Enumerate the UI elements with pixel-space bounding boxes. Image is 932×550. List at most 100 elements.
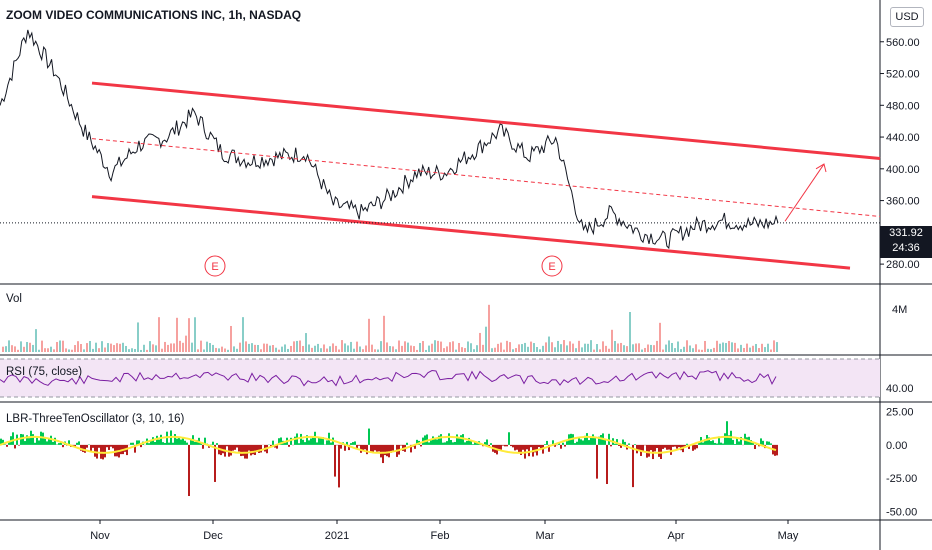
oscillator-bar [172,442,174,445]
oscillator-bar [694,444,696,450]
oscillator-bar [384,444,386,456]
oscillator-bar [284,442,286,445]
oscillator-bar [242,444,244,456]
volume-bar [410,345,412,352]
volume-bar [281,346,283,352]
oscillator-bar [230,444,232,456]
volume-bar [650,344,652,352]
price-tick-label: 480.00 [886,100,920,112]
oscillator-bar [204,437,206,445]
oscillator-bar [414,444,416,449]
oscillator-bar [44,437,46,445]
oscillator-bar [498,444,500,451]
oscillator-bar [456,434,458,445]
volume-bar [506,340,508,352]
volume-bar [92,348,94,352]
oscillator-bar [180,439,182,445]
oscillator-bar [108,444,110,450]
volume-bar [422,341,424,352]
oscillator-bar [182,437,184,445]
oscillator-bar [306,435,308,445]
volume-bar [755,343,757,352]
volume-bar [167,344,169,352]
volume-bar [98,348,100,352]
currency-button[interactable]: USD [890,7,924,27]
oscillator-bar [392,444,394,451]
volume-bar [653,345,655,352]
volume-bar [404,341,406,352]
volume-bar [602,341,604,352]
volume-bar [518,344,520,352]
volume-bar [395,349,397,352]
volume-bar [371,344,373,352]
oscillator-bar [148,443,150,445]
volume-bar [617,343,619,352]
oscillator-bar [46,441,48,445]
volume-bar [692,348,694,352]
volume-bar [185,335,187,352]
volume-bar [158,317,160,352]
volume-bar [527,346,529,352]
oscillator-bar [90,444,92,451]
oscillator-bar [698,441,700,445]
oscillator-bar [362,444,364,452]
volume-bar [38,349,40,352]
oscillator-bar [212,441,214,445]
oscillator-bar [138,440,140,445]
channel-lower-line [91,195,851,270]
volume-bar [497,343,499,352]
volume-bar [176,317,178,352]
volume-bar [704,340,706,352]
volume-bar [221,346,223,352]
volume-bar [431,343,433,352]
volume-bar [419,342,421,352]
rsi-tick-label: 40.00 [886,383,914,395]
oscillator-bar [320,437,322,445]
volume-bar [128,349,130,352]
oscillator-bar [562,442,564,445]
volume-bar [353,348,355,352]
volume-bar [311,347,313,352]
rsi-line [0,369,777,387]
oscillator-bar [60,441,62,445]
oscillator-bar [340,444,342,449]
volume-bar [257,344,259,352]
volume-bar [542,345,544,352]
volume-bar [149,341,151,352]
volume-bar [188,318,190,352]
oscillator-bar [28,438,30,445]
oscillator-bar [726,421,728,445]
oscillator-bar [596,444,598,479]
last-price: 331.92 [889,227,923,239]
oscillator-bar [338,444,340,488]
oscillator-bar [184,440,186,445]
oscillator-bar [32,434,34,445]
volume-bar [740,344,742,352]
volume-bar [485,326,487,352]
volume-bar [761,343,763,352]
oscillator-bar [278,438,280,445]
volume-bar [623,345,625,352]
oscillator-bar [558,443,560,445]
oscillator-bar [374,444,376,451]
oscillator-bar [732,439,734,445]
volume-bar [359,346,361,352]
volume-bar [620,342,622,352]
volume-bar [551,342,553,352]
oscillator-bar [534,444,536,453]
volume-bar [608,348,610,352]
oscillator-bar [728,435,730,445]
oscillator-bar [350,443,352,445]
oscillator-signal-line [0,435,777,454]
oscillator-bar [304,442,306,445]
oscillator-bar [334,444,336,477]
oscillator-bar [580,439,582,445]
oscillator-bar [654,444,656,452]
oscillator-bar [140,444,142,448]
oscillator-bar [76,442,78,445]
oscillator-bar [364,444,366,450]
volume-bar [47,348,49,352]
volume-bar [263,343,265,352]
oscillator-bar [468,437,470,445]
